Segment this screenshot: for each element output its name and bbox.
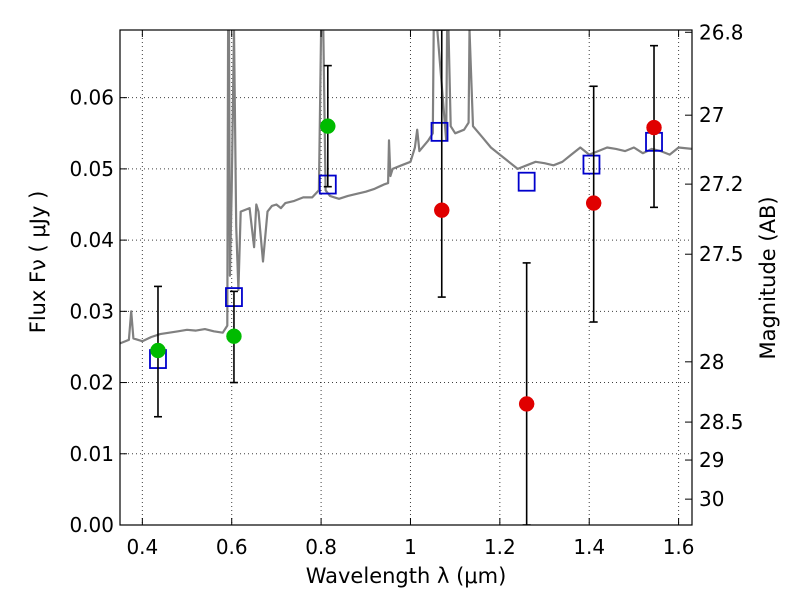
- spectrum-line: [120, 30, 692, 345]
- plot-frame: [119, 29, 693, 526]
- y2-tick-label: 28: [699, 350, 724, 374]
- x-tick-label: 1.4: [573, 535, 605, 559]
- red-data-point: [434, 202, 450, 218]
- model-point-square: [517, 171, 536, 192]
- y-tick-label: 0.05: [69, 157, 114, 181]
- ticks: [120, 30, 692, 526]
- y2-tick-label: 28.5: [699, 410, 744, 434]
- grid: [120, 30, 692, 525]
- y2-tick-label: 29: [699, 448, 724, 472]
- tick-labels: 0.4 0.6 0.8 1 1.2 1.4 1.6 0.00 0.01 0.02 0.03 0.04 0…: [69, 20, 743, 559]
- y-axis-label: Flux Fν ( μJy ): [26, 191, 50, 334]
- y-tick-label: 0.03: [69, 299, 114, 323]
- green-data-point: [150, 342, 166, 359]
- red-data-point: [646, 119, 662, 136]
- red-data-point: [585, 195, 602, 211]
- y-tick-label: 0.00: [69, 513, 114, 537]
- y2-tick-label: 30: [699, 487, 724, 511]
- x-tick-label: 0.4: [126, 535, 158, 559]
- y2-tick-label: 27: [699, 103, 724, 127]
- x-tick-label: 1.6: [663, 535, 695, 559]
- green-data-point: [226, 328, 242, 345]
- red-data-point: [518, 396, 535, 412]
- y-tick-label: 0.06: [69, 86, 114, 110]
- plot-area: [120, 30, 692, 525]
- x-tick-label: 1: [404, 535, 417, 559]
- x-tick-label: 0.8: [305, 535, 337, 559]
- y2-axis-label: Magnitude (AB): [756, 196, 780, 359]
- y2-tick-label: 26.8: [699, 20, 744, 44]
- y-tick-label: 0.01: [69, 442, 114, 466]
- model-point-square: [582, 154, 601, 175]
- y2-tick-label: 27.5: [699, 242, 744, 266]
- model-point-square: [430, 121, 449, 142]
- x-tick-label: 0.6: [216, 535, 248, 559]
- x-axis-label: Wavelength λ (μm): [306, 564, 507, 588]
- green-data-point: [320, 118, 336, 134]
- y2-tick-label: 27.2: [699, 172, 744, 196]
- y-tick-label: 0.04: [69, 228, 114, 252]
- x-tick-label: 1.2: [484, 535, 516, 559]
- y-tick-label: 0.02: [69, 371, 114, 395]
